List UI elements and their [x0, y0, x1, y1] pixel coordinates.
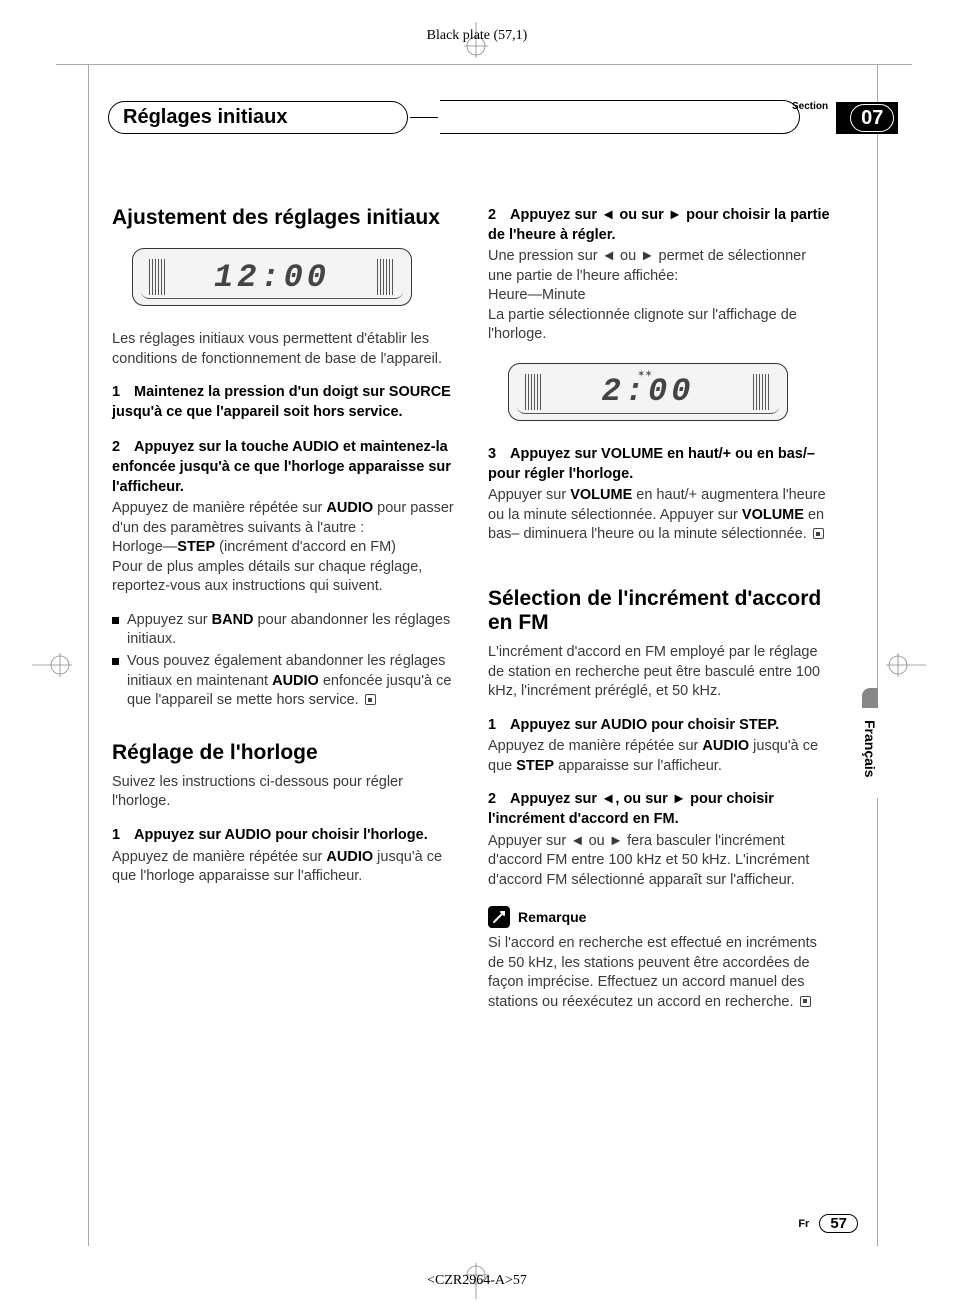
fm-step-1-body: Appuyez de manière répétée sur AUDIO jus… [488, 737, 832, 776]
clock-step-1-head: 1Appuyez sur AUDIO pour choisir l'horlog… [112, 826, 456, 846]
r-step-3-body: Appuyer sur VOLUME en haut/+ augmentera … [488, 486, 832, 545]
bullet-1: Appuyez sur BAND pour abandonner les rég… [112, 611, 456, 650]
header-bracket [440, 100, 800, 134]
fm-step-2-body: Appuyer sur ◄ ou ► fera basculer l'incré… [488, 832, 832, 891]
fm-intro: L'incrément d'accord en FM employé par l… [488, 643, 832, 702]
page-header: Réglages initiaux Section 07 [108, 94, 874, 134]
end-mark-icon [800, 996, 811, 1007]
note-label: Remarque [518, 908, 586, 927]
end-mark-icon [813, 528, 824, 539]
doc-id: <CZR2964-A>57 [0, 1273, 954, 1289]
step-2-body-3: Pour de plus amples détails sur chaque r… [112, 558, 456, 597]
section-label: Section [792, 101, 828, 112]
fm-step-1-head: 1Appuyez sur AUDIO pour choisir STEP. [488, 716, 832, 736]
bullet-icon [112, 617, 119, 624]
step-2-body-1: Appuyez de manière répétée sur AUDIO pou… [112, 499, 456, 538]
step-2-head: 2Appuyez sur la touche AUDIO et maintene… [112, 438, 456, 497]
content-area: Ajustement des réglages initiaux 12:00 L… [112, 206, 832, 1012]
page-footer: Fr 57 [798, 1214, 858, 1233]
language-tab: Français [862, 720, 878, 778]
footer-page: 57 [819, 1214, 858, 1233]
intro-para: Les réglages initiaux vous permettent d'… [112, 330, 456, 369]
crop-mark-left [32, 650, 72, 680]
step-1-head: 1Maintenez la pression d'un doigt sur SO… [112, 383, 456, 422]
lcd-display-2: ✶✶ 2:00 [508, 363, 788, 421]
clock-step-1-body: Appuyez de manière répétée sur AUDIO jus… [112, 848, 456, 887]
heading-adjust: Ajustement des réglages initiaux [112, 206, 456, 230]
bullet-icon [112, 658, 119, 665]
lcd-display-1: 12:00 [132, 248, 412, 306]
note-body: Si l'accord en recherche est effectué en… [488, 934, 832, 1012]
heading-clock: Réglage de l'horloge [112, 741, 456, 765]
chapter-title: Réglages initiaux [108, 101, 408, 134]
heading-fm: Sélection de l'incrément d'accord en FM [488, 587, 832, 635]
step-2-body-2: Horloge—STEP (incrément d'accord en FM) [112, 538, 456, 558]
plate-label: Black plate (57,1) [0, 28, 954, 44]
section-number: 07 [850, 104, 894, 132]
end-mark-icon [365, 694, 376, 705]
r-step-2-body-2: Heure—Minute [488, 286, 832, 306]
right-column: 2Appuyez sur ◄ ou sur ► pour choisir la … [488, 206, 832, 1012]
r-step-2-body-3: La partie sélectionnée clignote sur l'af… [488, 306, 832, 345]
bullet-2: Vous pouvez également abandonner les rég… [112, 652, 456, 711]
clock-intro: Suivez les instructions ci-dessous pour … [112, 773, 456, 812]
r-step-2-head: 2Appuyez sur ◄ ou sur ► pour choisir la … [488, 206, 832, 245]
r-step-3-head: 3Appuyez sur VOLUME en haut/+ ou en bas/… [488, 445, 832, 484]
lcd-flash-icon: ✶✶ [637, 368, 652, 382]
note-icon [488, 906, 510, 928]
left-column: Ajustement des réglages initiaux 12:00 L… [112, 206, 456, 1012]
section-badge: 07 [836, 102, 898, 134]
crop-mark-right [886, 650, 926, 680]
fm-step-2-head: 2Appuyez sur ◄, ou sur ► pour choisir l'… [488, 790, 832, 829]
footer-lang: Fr [798, 1218, 809, 1230]
header-connector [410, 117, 438, 118]
r-step-2-body-1: Une pression sur ◄ ou ► permet de sélect… [488, 247, 832, 286]
note-row: Remarque [488, 906, 832, 928]
